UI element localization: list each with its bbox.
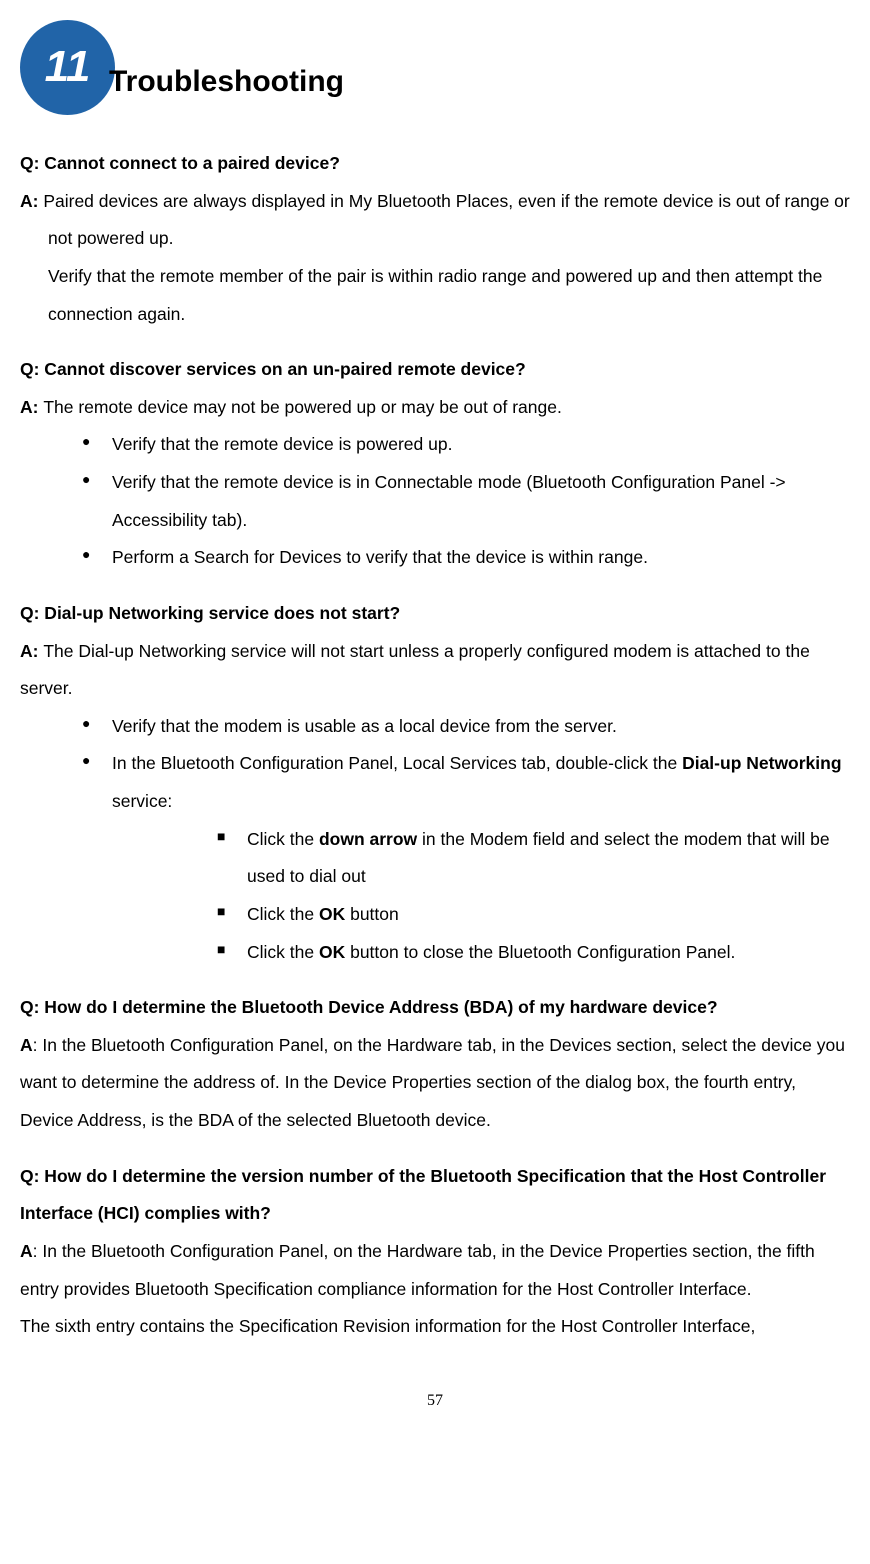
list-item: Click the OK button [217, 896, 850, 934]
qa-block-bda: Q: How do I determine the Bluetooth Devi… [20, 989, 850, 1140]
answer-prefix: A: [20, 397, 43, 417]
qa-block-discover-services: Q: Cannot discover services on an un-pai… [20, 351, 850, 577]
answer-body: : In the Bluetooth Configuration Panel, … [20, 1035, 845, 1130]
page-number: 57 [20, 1384, 850, 1418]
list-item: Perform a Search for Devices to verify t… [82, 539, 850, 577]
question-text: Q: How do I determine the Bluetooth Devi… [20, 989, 850, 1027]
list-item-text-pre: In the Bluetooth Configuration Panel, Lo… [112, 753, 682, 773]
answer-prefix: A: [20, 191, 43, 211]
answer-prefix: A [20, 1035, 33, 1055]
sub-item-pre: Click the [247, 942, 319, 962]
answer-text: A: The remote device may not be powered … [20, 389, 850, 427]
list-item: Click the OK button to close the Bluetoo… [217, 934, 850, 972]
answer-sub-list: Click the down arrow in the Modem field … [112, 821, 850, 972]
sub-item-pre: Click the [247, 904, 319, 924]
sub-item-pre: Click the [247, 829, 319, 849]
answer-body: The remote device may not be powered up … [43, 397, 562, 417]
sub-item-bold: down arrow [319, 829, 417, 849]
answer-text: A: Paired devices are always displayed i… [20, 183, 850, 258]
qa-block-hci-version: Q: How do I determine the version number… [20, 1158, 850, 1346]
answer-body: Paired devices are always displayed in M… [43, 191, 849, 249]
answer-prefix: A [20, 1241, 33, 1261]
qa-block-dialup: Q: Dial-up Networking service does not s… [20, 595, 850, 971]
answer-continuation: The sixth entry contains the Specificati… [20, 1308, 850, 1346]
question-text: Q: Cannot connect to a paired device? [20, 145, 850, 183]
chapter-title: Troubleshooting [109, 50, 344, 115]
answer-body: : In the Bluetooth Configuration Panel, … [20, 1241, 815, 1299]
sub-item-post: button [345, 904, 399, 924]
list-item: Verify that the modem is usable as a loc… [82, 708, 850, 746]
sub-item-post: button to close the Bluetooth Configurat… [345, 942, 735, 962]
question-text: Q: Cannot discover services on an un-pai… [20, 351, 850, 389]
answer-text: A: In the Bluetooth Configuration Panel,… [20, 1027, 850, 1140]
answer-text: A: The Dial-up Networking service will n… [20, 633, 850, 708]
answer-prefix: A: [20, 641, 43, 661]
qa-block-paired-device: Q: Cannot connect to a paired device? A:… [20, 145, 850, 333]
list-item-text-bold: Dial-up Networking [682, 753, 841, 773]
list-item: Click the down arrow in the Modem field … [217, 821, 850, 896]
answer-bullet-list: Verify that the modem is usable as a loc… [20, 708, 850, 971]
list-item: In the Bluetooth Configuration Panel, Lo… [82, 745, 850, 971]
answer-bullet-list: Verify that the remote device is powered… [20, 426, 850, 577]
answer-body: The Dial-up Networking service will not … [20, 641, 810, 699]
question-text: Q: Dial-up Networking service does not s… [20, 595, 850, 633]
list-item-text-post: service: [112, 791, 172, 811]
question-text: Q: How do I determine the version number… [20, 1158, 850, 1233]
chapter-number-badge: 11 [20, 20, 115, 115]
sub-item-bold: OK [319, 904, 345, 924]
answer-continuation: Verify that the remote member of the pai… [20, 258, 850, 333]
sub-item-bold: OK [319, 942, 345, 962]
answer-text: A: In the Bluetooth Configuration Panel,… [20, 1233, 850, 1308]
chapter-header: 11 Troubleshooting [20, 20, 850, 115]
list-item: Verify that the remote device is powered… [82, 426, 850, 464]
list-item: Verify that the remote device is in Conn… [82, 464, 850, 539]
